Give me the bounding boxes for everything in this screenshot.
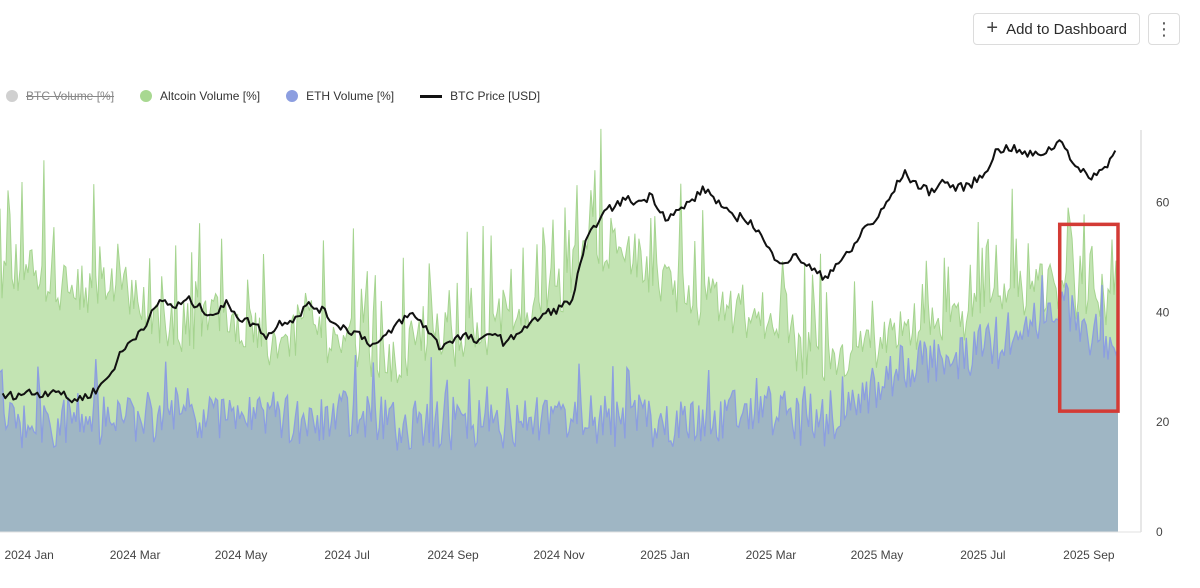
btc-price-swatch [420, 94, 443, 98]
legend-label-btc-price: BTC Price [USD] [450, 89, 541, 103]
legend-item-btc-price[interactable]: BTC Price [USD] [420, 89, 540, 103]
x-tick-label: 2024 Jan [4, 548, 53, 562]
legend-label-altcoin-volume: Altcoin Volume [%] [160, 89, 261, 103]
toolbar: + Add to Dashboard ⋮ [973, 13, 1180, 45]
altcoin-volume-swatch [140, 90, 153, 102]
x-tick-label: 2025 Jan [640, 548, 689, 562]
legend-item-altcoin-volume[interactable]: Altcoin Volume [%] [140, 89, 260, 103]
vertical-dots-icon: ⋮ [1155, 18, 1173, 39]
eth-volume-edge [0, 275, 1118, 451]
more-options-button[interactable]: ⋮ [1148, 13, 1180, 45]
x-tick-label: 2024 Jul [324, 548, 369, 562]
x-tick-label: 2024 May [215, 548, 268, 562]
y-tick-label: 60 [1156, 195, 1170, 209]
x-tick-label: 2025 Sep [1063, 548, 1115, 562]
add-to-dashboard-label: Add to Dashboard [1006, 20, 1127, 38]
btc-price-line [1, 139, 1117, 404]
plus-icon: + [986, 17, 999, 39]
legend-item-eth-volume[interactable]: ETH Volume [%] [286, 89, 394, 103]
volume-areas [0, 128, 1118, 532]
x-tick-label: 2025 May [851, 548, 904, 562]
highlight-layer [1057, 222, 1120, 413]
altcoin-volume-edge [0, 128, 1118, 384]
x-tick-label: 2024 Sep [427, 548, 479, 562]
chart-legend: BTC Volume [%] Altcoin Volume [%] ETH Vo… [6, 89, 540, 103]
add-to-dashboard-button[interactable]: + Add to Dashboard [973, 13, 1140, 45]
btc-volume-swatch [6, 90, 18, 102]
y-tick-label: 40 [1156, 305, 1170, 319]
axes: 0 20 40 60 2024 Jan 2024 Mar 2024 May 2024 Jul 2… [0, 130, 1170, 562]
y-tick-label: 20 [1156, 415, 1170, 429]
x-tick-label: 2024 Mar [110, 548, 161, 562]
eth-volume-swatch [286, 90, 299, 102]
y-tick-label: 0 [1156, 525, 1163, 539]
x-tick-label: 2025 Mar [746, 548, 797, 562]
x-tick-label: 2024 Nov [533, 548, 584, 562]
price-line-layer [1, 139, 1117, 404]
legend-label-btc-volume: BTC Volume [%] [26, 89, 115, 103]
legend-label-eth-volume: ETH Volume [%] [306, 89, 395, 103]
highlight-box [1057, 222, 1120, 413]
legend-item-btc-volume[interactable]: BTC Volume [%] [6, 89, 114, 103]
x-tick-label: 2025 Jul [960, 548, 1005, 562]
